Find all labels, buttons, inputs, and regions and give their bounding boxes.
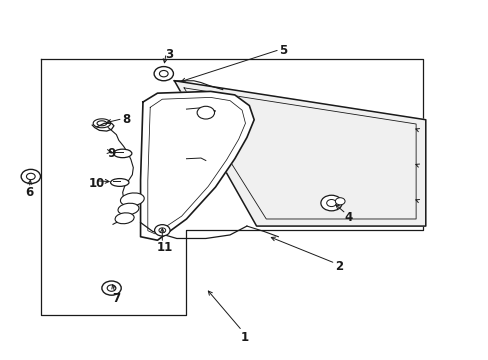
Text: 9: 9 [107,147,116,160]
Circle shape [154,67,173,81]
Circle shape [159,71,168,77]
Text: 1: 1 [240,331,248,344]
Circle shape [320,195,342,211]
Polygon shape [174,81,425,226]
Circle shape [335,198,345,205]
Text: 6: 6 [25,186,33,199]
Text: 7: 7 [112,292,120,305]
Ellipse shape [118,203,139,215]
Polygon shape [140,91,254,240]
Circle shape [107,285,116,291]
Circle shape [159,228,165,233]
Text: 5: 5 [279,44,287,57]
Circle shape [154,225,170,236]
Ellipse shape [113,149,132,158]
Text: 8: 8 [122,113,130,126]
Ellipse shape [115,213,134,224]
Ellipse shape [110,179,129,186]
Circle shape [326,199,336,207]
Circle shape [21,169,41,184]
Text: 2: 2 [334,260,342,273]
Text: 3: 3 [165,48,173,61]
Text: 11: 11 [156,241,172,254]
Text: 10: 10 [89,177,105,190]
Text: 4: 4 [344,211,352,224]
Circle shape [26,173,35,180]
Circle shape [197,106,214,119]
Circle shape [102,281,121,295]
Ellipse shape [120,193,144,206]
